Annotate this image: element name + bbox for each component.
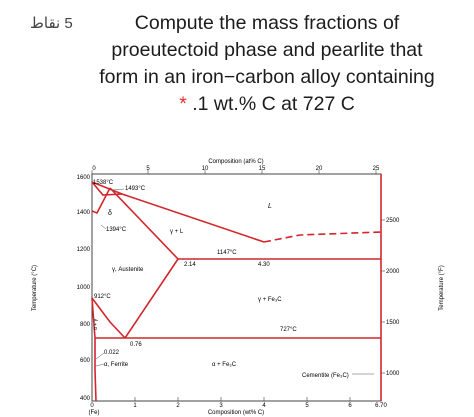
top-tick-5: 5 [146,166,150,172]
a3-line [91,297,126,339]
alpha-solvus [94,338,97,402]
label-1538: 1538°C [93,180,114,186]
diagram-frame [91,173,382,402]
label-alpha-fe3c: α + Fe₃C [212,362,237,368]
solidus [109,187,179,260]
label-gamma-l: γ + L [170,229,184,235]
bottom-ticks [134,397,351,401]
acm-line [124,258,179,339]
label-1147: 1147°C [217,250,237,256]
required-asterisk: * [179,93,187,115]
top-tick-0: 0 [92,166,96,172]
iron-carbon-phase-diagram: Composition (at% C) 0 5 10 15 20 25 Temp… [32,159,445,416]
right-tick-1000: 1000 [386,371,400,377]
question-line-4-text: .1 wt.% C at 727 C [192,93,355,115]
points-label: 5 نقاط [30,15,73,32]
top-tick-25: 25 [373,166,380,172]
left-tick-1200: 1200 [77,247,91,253]
bottom-tick-3: 3 [219,403,223,409]
label-727: 727°C [280,327,297,333]
question-line-2: proeutectoid phase and pearlite that [111,39,423,61]
label-0022: 0.022 [104,350,120,356]
left-tick-600: 600 [80,358,91,364]
label-delta: δ [108,210,112,217]
top-ticks [91,170,377,174]
label-austenite: γ, Austenite [112,267,144,273]
question-line-1: Compute the mass fractions of [134,12,400,34]
bottom-end-label: (Fe) [89,410,100,416]
top-axis-title: Composition (at% C) [208,159,263,165]
label-alpha-gamma: α + γ [93,318,99,330]
label-1493: 1493°C [125,186,146,192]
top-tick-15: 15 [259,166,266,172]
top-tick-20: 20 [316,166,323,172]
label-gamma-fe3c: γ + Fe₃C [258,297,282,303]
label-1394: 1394°C [106,227,127,233]
left-tick-1000: 1000 [77,285,91,291]
bottom-tick-6: 6 [348,403,352,409]
top-tick-10: 10 [202,166,209,172]
bottom-tick-5: 5 [305,403,309,409]
label-ferrite: α, Ferrite [104,362,129,368]
label-cementite: Cementite (Fe₃C) [302,373,349,379]
right-tick-2000: 2000 [386,269,400,275]
bottom-axis-title: Composition (wt% C) [208,410,264,416]
delta-region [91,181,123,196]
question-line-4: * .1 wt.% C at 727 C [60,91,474,118]
liquidus-right [263,231,382,243]
alpha-gamma-inner [91,297,96,339]
left-tick-800: 800 [80,322,91,328]
bottom-tick-2: 2 [176,403,180,409]
label-076: 0.76 [130,342,142,348]
delta-gamma-boundary [91,187,111,215]
bottom-tick-0: 0 [90,403,94,409]
bottom-tick-1: 1 [133,403,137,409]
question-line-3: form in an iron−carbon alloy containing [99,66,435,88]
bottom-tick-670: 6.70 [375,403,387,409]
label-912: 912°C [94,294,111,300]
label-430: 4.30 [258,262,270,268]
phase-boundaries [91,174,382,402]
right-tick-1500: 1500 [386,320,400,326]
right-tick-2500: 2500 [386,218,400,224]
label-liquid: L [268,203,272,210]
left-tick-1400: 1400 [77,210,91,216]
label-214: 2.14 [184,262,196,268]
left-tick-400: 400 [80,396,91,402]
right-axis-title: Temperature (°F) [439,265,445,310]
left-axis-title: Temperature (°C) [32,265,38,311]
left-tick-1600: 1600 [77,175,91,181]
bottom-tick-4: 4 [262,403,266,409]
leader-lines [95,188,374,375]
